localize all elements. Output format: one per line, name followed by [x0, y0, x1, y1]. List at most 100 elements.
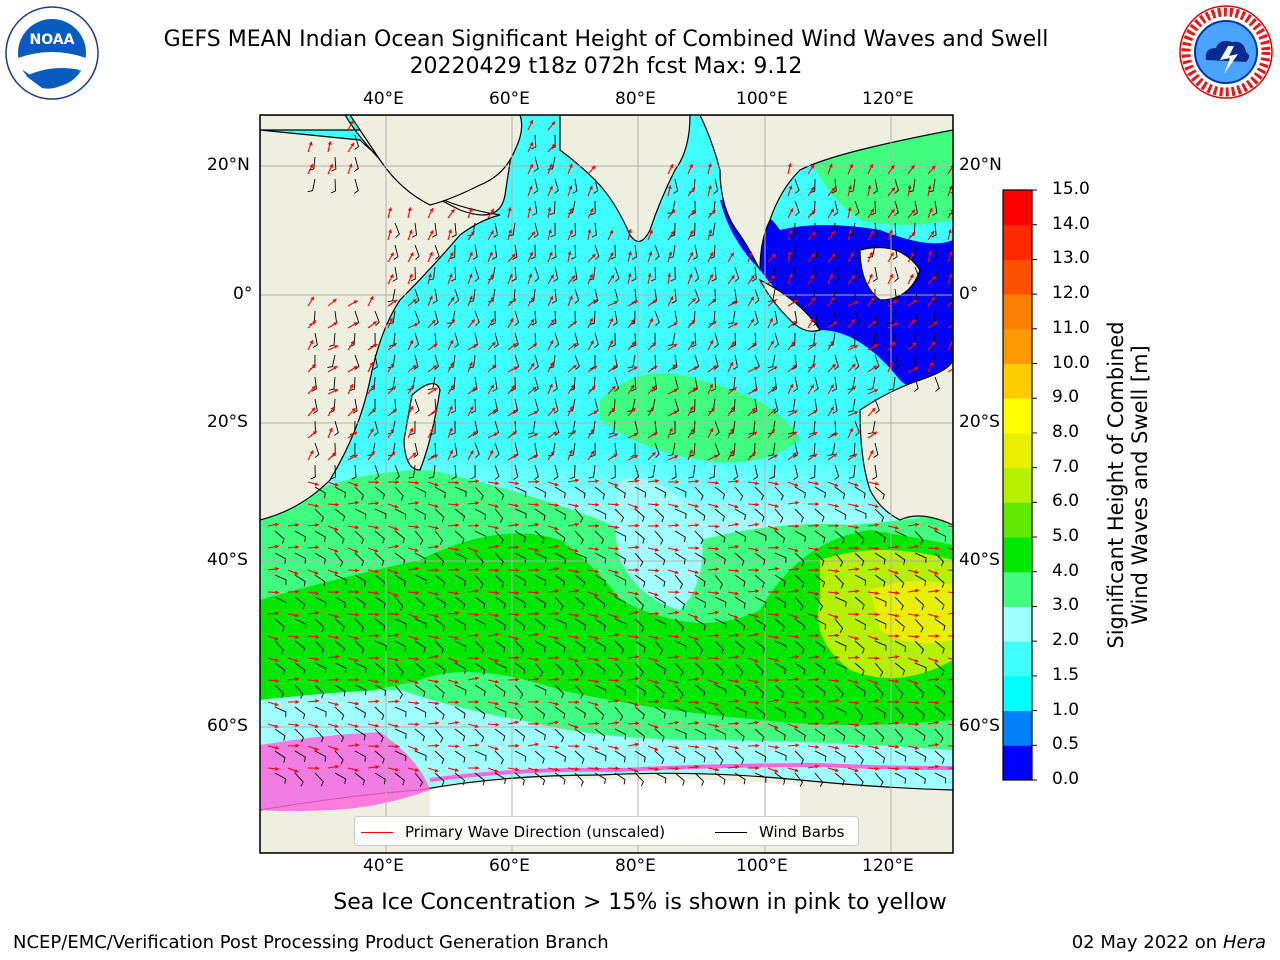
- wind-barb: [831, 376, 837, 392]
- wind-barb: [774, 618, 785, 632]
- wave-direction-arrowhead: [474, 724, 479, 729]
- wind-barb: [574, 772, 584, 787]
- wave-direction-arrowhead: [831, 364, 836, 368]
- wave-direction-arrowhead: [615, 502, 619, 507]
- wave-direction-arrowhead: [895, 720, 899, 726]
- wave-direction-arrowhead: [335, 764, 339, 769]
- wind-barb: [934, 552, 944, 567]
- wind-barb: [554, 420, 560, 436]
- wave-direction-arrowhead: [669, 427, 673, 432]
- wave-direction-arrowhead: [388, 207, 393, 212]
- wave-direction-arrowhead: [575, 478, 579, 483]
- wind-barb: [674, 750, 686, 763]
- wind-barb: [789, 222, 796, 237]
- wind-barb: [614, 750, 626, 763]
- wave-direction-arrowhead: [615, 678, 619, 683]
- wave-direction-arrowhead: [371, 408, 376, 413]
- wind-barb: [934, 596, 945, 610]
- wave-direction-arrowhead: [914, 745, 919, 750]
- wave-direction-arrowhead: [353, 322, 358, 326]
- wind-barb: [387, 354, 396, 369]
- wind-barb: [372, 354, 378, 370]
- wave-direction-arrowhead: [815, 744, 819, 749]
- wave-direction-arrowhead: [911, 319, 915, 324]
- wind-barb: [909, 354, 916, 370]
- wave-direction-arrowhead: [735, 591, 739, 596]
- wind-barb: [434, 244, 440, 260]
- wave-direction-arrowhead: [591, 385, 596, 390]
- wind-barb: [834, 750, 846, 763]
- wind-barb: [714, 662, 724, 677]
- wave-direction-arrowhead: [274, 636, 279, 641]
- wave-direction-arrowhead: [408, 273, 413, 278]
- wave-direction-arrowhead: [515, 590, 519, 595]
- wave-direction-arrowhead: [715, 590, 719, 596]
- wind-barb: [434, 486, 446, 498]
- wave-direction-arrowhead: [790, 341, 795, 346]
- wind-barb: [334, 486, 347, 498]
- wave-direction-arrowhead: [429, 251, 433, 256]
- wave-direction-arrowhead: [314, 724, 319, 729]
- wind-barb: [374, 728, 384, 743]
- wave-direction-arrowhead: [732, 387, 737, 392]
- wind-barb: [751, 266, 757, 282]
- wave-direction-arrowhead: [730, 275, 735, 280]
- wave-direction-arrowhead: [815, 721, 819, 726]
- wind-barb: [408, 464, 416, 479]
- wave-direction-arrowhead: [315, 678, 319, 683]
- wave-direction-arrowhead: [615, 698, 619, 703]
- wave-direction-arrowhead: [512, 298, 517, 303]
- wind-barb: [709, 244, 716, 259]
- wave-direction-arrow: [947, 525, 953, 528]
- wave-direction-arrowhead: [414, 548, 419, 553]
- wave-direction-arrowhead: [674, 745, 679, 750]
- wind-barb: [494, 486, 505, 501]
- wave-direction-arrowhead: [590, 450, 595, 455]
- wave-direction-arrowhead: [830, 384, 834, 389]
- wave-direction-arrowhead: [331, 452, 336, 457]
- wind-barb: [374, 662, 385, 676]
- wind-barb: [754, 640, 765, 654]
- wave-direction-arrowhead: [814, 614, 819, 619]
- wind-barb: [694, 552, 706, 565]
- wave-direction-arrowhead: [528, 273, 533, 278]
- wind-barb: [754, 728, 765, 742]
- wave-direction-arrowhead: [955, 699, 959, 703]
- wind-barb: [294, 618, 307, 630]
- wave-direction-arrowhead: [348, 163, 353, 168]
- wind-barb: [809, 464, 816, 480]
- wave-direction-arrowhead: [795, 524, 799, 529]
- wave-direction-arrowhead: [874, 680, 879, 685]
- wind-barb: [514, 684, 524, 699]
- wind-barb: [414, 596, 425, 610]
- wind-barb: [430, 420, 436, 436]
- wave-direction-arrowhead: [315, 545, 319, 550]
- wind-barb: [674, 640, 687, 652]
- arabia: [349, 115, 523, 206]
- colorbar-segment: [1003, 675, 1032, 712]
- wave-direction-arrowhead: [567, 251, 572, 255]
- wind-barb: [849, 332, 856, 348]
- wave-direction-arrowhead: [635, 610, 639, 615]
- wind-barb: [394, 750, 407, 762]
- wind-barb: [354, 156, 359, 172]
- wind-barb: [311, 376, 317, 392]
- wind-barb: [454, 728, 466, 742]
- wind-barb: [594, 530, 605, 545]
- wind-barb: [834, 266, 840, 282]
- wind-barb: [654, 750, 665, 765]
- wind-barb: [872, 222, 878, 238]
- wave-direction-arrowhead: [793, 300, 798, 304]
- wind-barb: [694, 684, 706, 698]
- wave-direction-arrowhead: [635, 568, 639, 573]
- wave-direction-arrowhead: [475, 743, 479, 748]
- wave-direction-arrowhead: [914, 367, 919, 371]
- wave-direction-arrowhead: [475, 501, 479, 506]
- wind-barb: [534, 508, 546, 521]
- wind-barb: [554, 596, 564, 611]
- wind-barb: [774, 596, 786, 608]
- wave-direction-arrowhead: [709, 428, 714, 433]
- wind-barb: [887, 310, 896, 324]
- wind-barb: [414, 640, 426, 653]
- wind-barb: [554, 530, 566, 543]
